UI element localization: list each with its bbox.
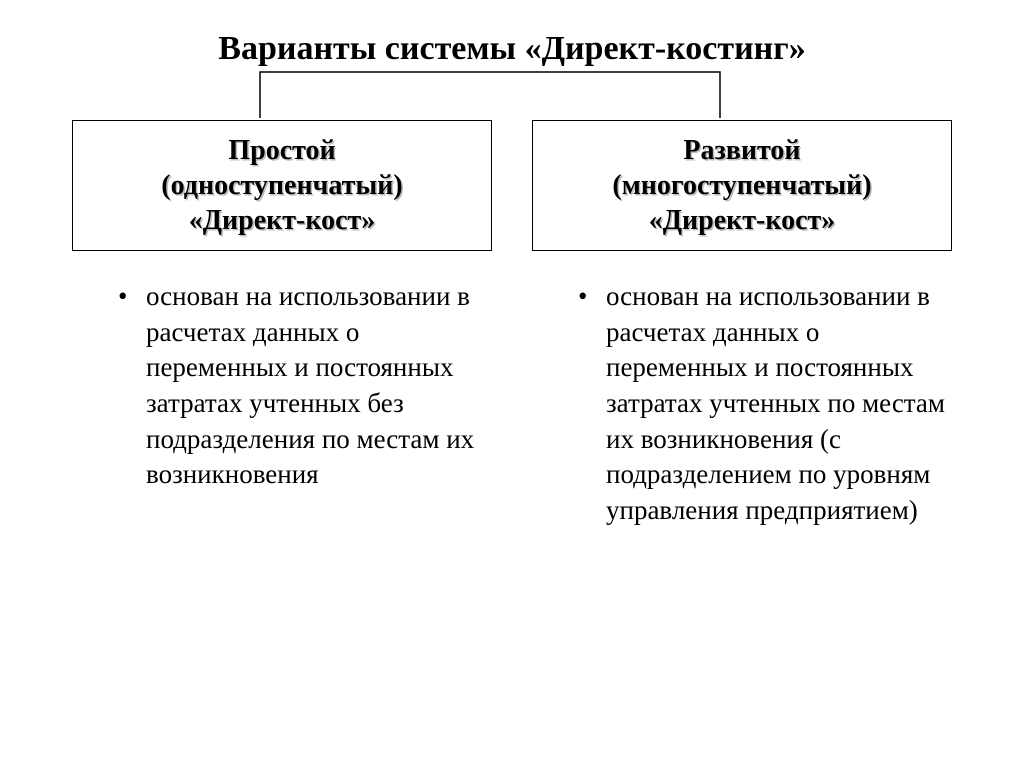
right-box-line2: (многоступенчатый) [543, 168, 941, 203]
left-column: Простой (одноступенчатый) «Директ-кост» … [72, 120, 492, 528]
right-bullet-item: основан на использовании в расчетах данн… [578, 279, 946, 528]
hierarchy-connector [50, 70, 974, 120]
right-variant-box: Развитой (многоступенчатый) «Директ-кост… [532, 120, 952, 251]
right-bullet-list: основан на использовании в расчетах данн… [532, 279, 952, 528]
columns-container: Простой (одноступенчатый) «Директ-кост» … [50, 120, 974, 528]
left-box-line1: Простой [83, 133, 481, 168]
left-variant-box: Простой (одноступенчатый) «Директ-кост» [72, 120, 492, 251]
left-bullet-item: основан на использовании в расчетах данн… [118, 279, 482, 493]
right-column: Развитой (многоступенчатый) «Директ-кост… [532, 120, 952, 528]
right-box-line3: «Директ-кост» [543, 203, 941, 238]
slide-title: Варианты системы «Директ-костинг» [50, 30, 974, 68]
right-box-line1: Развитой [543, 133, 941, 168]
left-bullet-list: основан на использовании в расчетах данн… [72, 279, 492, 493]
connector-svg [50, 70, 974, 120]
left-box-line3: «Директ-кост» [83, 203, 481, 238]
left-box-line2: (одноступенчатый) [83, 168, 481, 203]
